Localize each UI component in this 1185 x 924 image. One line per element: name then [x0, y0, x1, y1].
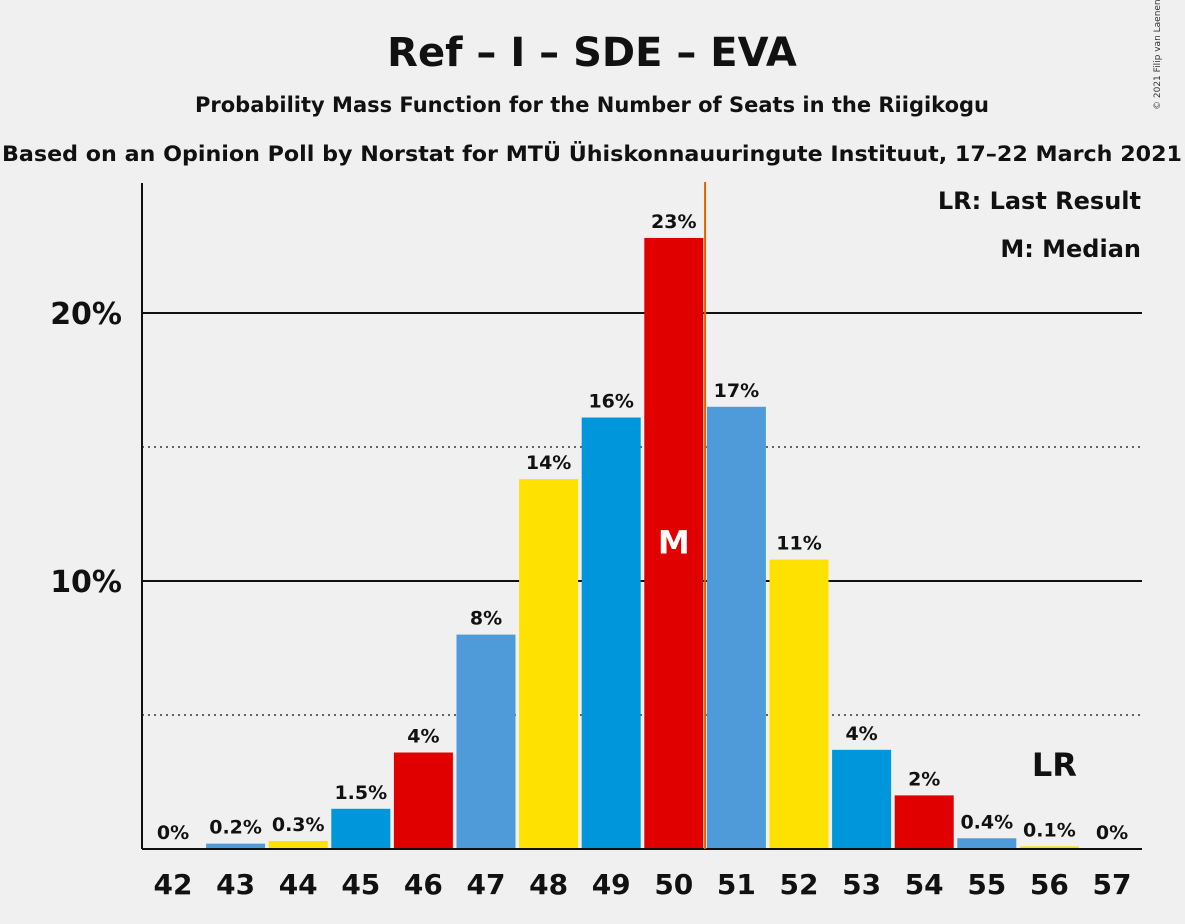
data-label-56: 0.1%: [1023, 819, 1076, 841]
chart-source-line: Based on an Opinion Poll by Norstat for …: [2, 141, 1182, 166]
x-tick-label-43: 43: [216, 868, 255, 901]
gridlines: [142, 312, 1142, 716]
bar-46: [393, 752, 453, 849]
bar-48: [519, 479, 579, 849]
bar-44: [268, 840, 328, 849]
x-tick-label-53: 53: [842, 868, 881, 901]
bar-51: [706, 406, 766, 849]
x-tick-label-54: 54: [905, 868, 944, 901]
data-label-53: 4%: [845, 723, 877, 745]
data-label-45: 1.5%: [334, 782, 387, 804]
x-tick-label-52: 52: [780, 868, 819, 901]
data-label-57: 0%: [1096, 822, 1128, 844]
data-label-54: 2%: [908, 768, 940, 790]
chart-subtitle: Probability Mass Function for the Number…: [195, 93, 989, 117]
data-label-49: 16%: [588, 391, 633, 413]
y-tick-label: 10%: [50, 565, 122, 600]
x-tick-label-57: 57: [1093, 868, 1132, 901]
data-label-55: 0.4%: [960, 811, 1013, 833]
bar-50: [644, 237, 704, 849]
data-label-44: 0.3%: [272, 814, 325, 836]
x-tick-label-51: 51: [717, 868, 756, 901]
legend-median: M: Median: [1000, 235, 1141, 263]
legend-last-result: LR: Last Result: [938, 187, 1141, 215]
x-tick-label-48: 48: [529, 868, 568, 901]
bar-43: [206, 843, 266, 849]
bar-49: [581, 417, 641, 849]
x-axis-ticks: 42 43 44 45 46 47 48 49 50 51 52 53 54 55 56 57: [154, 868, 1132, 901]
bar-54: [894, 795, 954, 849]
x-tick-label-44: 44: [279, 868, 318, 901]
data-label-42: 0%: [157, 822, 189, 844]
x-tick-label-42: 42: [154, 868, 193, 901]
last-result-marker: LR: [1032, 746, 1077, 784]
bar-52: [769, 559, 829, 849]
median-marker: M: [658, 523, 690, 561]
data-label-50: 23%: [651, 211, 696, 233]
bar-56: [1019, 846, 1079, 849]
copyright-notice: © 2021 Filip van Laenen: [1153, 0, 1163, 110]
y-tick-label: 20%: [50, 297, 122, 332]
x-tick-label-56: 56: [1030, 868, 1069, 901]
data-label-51: 17%: [714, 380, 759, 402]
data-label-46: 4%: [407, 726, 439, 748]
y-axis-ticks: 10% 20%: [50, 297, 122, 600]
x-tick-label-49: 49: [592, 868, 631, 901]
x-tick-label-50: 50: [654, 868, 693, 901]
bar-53: [832, 749, 892, 849]
data-label-52: 11%: [776, 533, 821, 555]
data-label-47: 8%: [470, 608, 502, 630]
bar-55: [957, 838, 1017, 849]
chart-title: Ref – I – SDE – EVA: [387, 30, 797, 76]
bar-45: [331, 808, 391, 849]
x-tick-label-55: 55: [967, 868, 1006, 901]
bar-47: [456, 634, 516, 849]
data-label-48: 14%: [526, 452, 571, 474]
data-label-43: 0.2%: [209, 817, 262, 839]
x-tick-label-46: 46: [404, 868, 443, 901]
x-tick-label-45: 45: [341, 868, 380, 901]
bars-layer: [206, 237, 1079, 849]
x-tick-label-47: 47: [467, 868, 506, 901]
data-labels-layer: 0% 0.2% 0.3% 1.5% 4% 8% 14% 16% 23% 17% 11% 4% 2% 0.4…: [157, 211, 1128, 844]
